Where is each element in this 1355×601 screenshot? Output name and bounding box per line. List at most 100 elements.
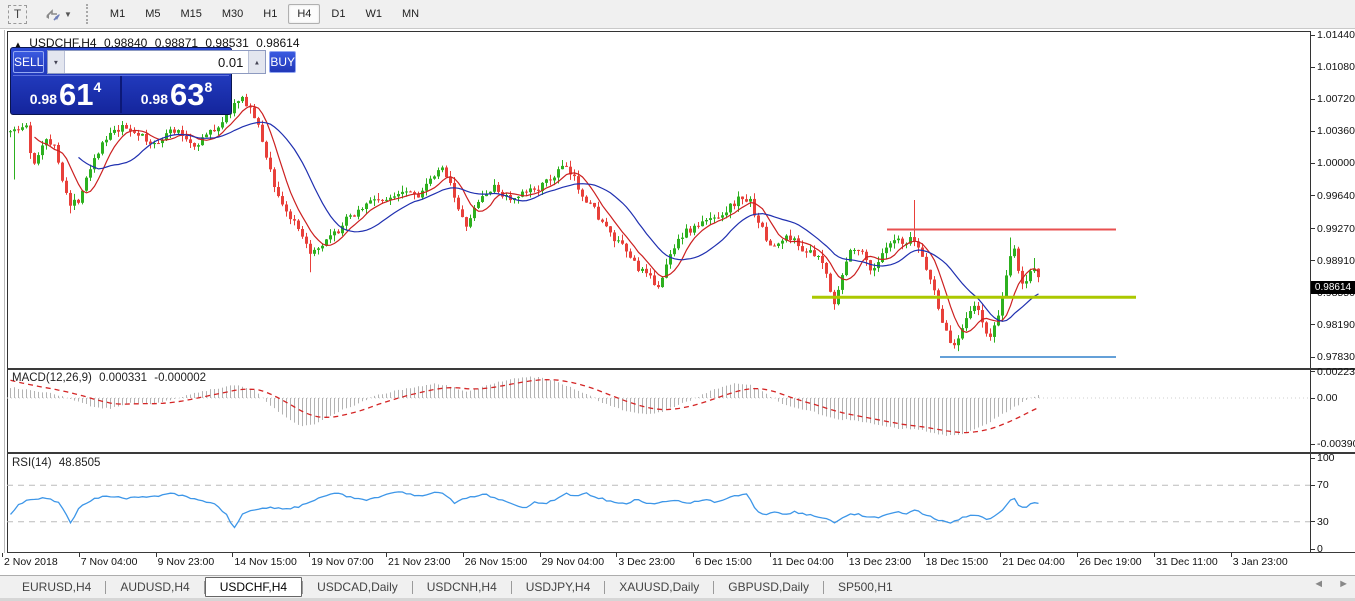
price-axis-tick (1310, 324, 1315, 326)
rsi-label: RSI(14) 48.8505 (12, 457, 104, 469)
price-axis-label: 0.99270 (1317, 222, 1355, 235)
price-axis-label: 0.97830 (1317, 351, 1355, 364)
time-axis-label: 3 Dec 23:00 (618, 556, 676, 568)
time-axis-label: 3 Jan 23:00 (1232, 556, 1288, 568)
timeframe-button-d1[interactable]: D1 (331, 8, 346, 20)
price-axis-tick (1310, 98, 1315, 100)
chart-tab-gbpusd[interactable]: GBPUSD,Daily (728, 580, 809, 594)
rsi-panel-canvas[interactable] (7, 455, 1310, 552)
price-axis-tick (1310, 195, 1315, 197)
chart-tab-eurusd[interactable]: EURUSD,H4 (22, 580, 92, 594)
symbol-timeframe-label: USDCHF,H4 (29, 36, 97, 50)
collapse-arrow-icon[interactable]: ▲ (14, 40, 22, 49)
rsi-axis-tick (1310, 457, 1315, 459)
time-axis-label: 7 Nov 04:00 (80, 556, 138, 568)
text-tool-icon: T (13, 7, 22, 21)
time-axis-label: 2 Nov 2018 (4, 556, 58, 568)
volume-decrease-button[interactable]: ▼ (48, 51, 66, 73)
chart-tab-xauusd[interactable]: XAUUSD,Daily (619, 580, 700, 594)
time-axis-label: 29 Nov 04:00 (541, 556, 605, 568)
tab-separator (510, 580, 512, 594)
rsi-axis-tick (1310, 484, 1315, 486)
time-axis-tick (386, 553, 387, 557)
sell-button[interactable]: SELL (13, 51, 45, 73)
timeframe-button-w1[interactable]: W1 (365, 8, 382, 20)
chart-tab-usdjpy[interactable]: USDJPY,H4 (525, 580, 591, 594)
price-axis-label: 1.01440 (1317, 29, 1355, 41)
time-axis-tick (616, 553, 618, 557)
time-axis-tick (1154, 553, 1155, 557)
chart-tab-usdchf[interactable]: USDCHF,H4 (204, 577, 303, 597)
price-axis-label: 0.98910 (1317, 254, 1355, 267)
timeframe-button-h1[interactable]: H1 (263, 8, 278, 20)
timeframe-button-m30[interactable]: M30 (221, 8, 244, 20)
price-axis-tick (1310, 66, 1315, 68)
chart-tab-usdcnh[interactable]: USDCNH,H4 (426, 580, 497, 594)
candlestick-series (9, 93, 1040, 352)
volume-up-icon: ▲ (254, 58, 261, 66)
trade-panel-separator (13, 75, 229, 76)
macd-label: MACD(12,26,9) 0.000331 -0.000002 (12, 372, 210, 384)
top-toolbar: T ▼ M1 M5 M15 M30 H1 H4 D1 W1 MN (0, 0, 1355, 29)
time-axis-tick (923, 553, 925, 557)
time-axis-label: 18 Dec 15:00 (925, 556, 989, 568)
price-axis-line (1310, 31, 1311, 553)
chart-tab-sp500[interactable]: SP500,H1 (837, 580, 893, 594)
ma-slow-line (78, 121, 1039, 322)
buy-button[interactable]: BUY (269, 51, 297, 73)
macd-signal-line (10, 379, 1039, 434)
timeframe-button-m1[interactable]: M1 (109, 8, 126, 20)
time-axis-tick (462, 553, 464, 557)
timeframe-button-mn[interactable]: MN (401, 8, 420, 20)
volume-spinner: ▼ ▲ (47, 50, 267, 74)
chart-symbol-header: ▲ USDCHF,H4 0.98840 0.98871 0.98531 0.98… (14, 36, 304, 50)
chart-tab-usdcad[interactable]: USDCAD,Daily (317, 580, 398, 594)
tabs-scroll-right-button[interactable]: ► (1338, 578, 1349, 590)
chart-tab-audusd[interactable]: AUDUSD,H4 (120, 580, 190, 594)
ohlc-close: 0.98614 (256, 36, 300, 50)
text-tool-button[interactable]: T (8, 4, 27, 24)
main-chart-canvas[interactable] (7, 31, 1310, 368)
rsi-axis-label: 70 (1317, 479, 1329, 492)
panel-divider-main-macd[interactable] (7, 368, 1355, 370)
time-axis-label: 6 Dec 15:00 (695, 556, 752, 568)
volume-increase-button[interactable]: ▲ (248, 51, 266, 73)
macd-axis-tick (1310, 397, 1315, 399)
toolbar-drag-handle[interactable] (85, 4, 92, 24)
volume-input[interactable] (65, 51, 249, 73)
time-axis-label: 11 Dec 04:00 (772, 556, 834, 568)
panel-divider-rsi-timeaxis (7, 552, 1355, 553)
ma-fast-line (34, 105, 1039, 333)
chart-tab-bar: EURUSD,H4 AUDUSD,H4 USDCHF,H4 USDCAD,Daily U… (0, 575, 1355, 598)
buy-price[interactable]: 0.98 63 8 (120, 76, 231, 113)
price-axis-label: 0.98190 (1317, 318, 1355, 331)
one-click-trading-panel: SELL ▼ ▲ BUY 0.98 61 4 0 (10, 47, 297, 115)
price-axis-tick (1310, 34, 1315, 36)
tab-separator (822, 580, 824, 594)
rsi-value: 48.8505 (58, 457, 101, 469)
price-axis-label: 0.99640 (1317, 189, 1355, 202)
price-axis-tick (1310, 356, 1315, 358)
sell-price[interactable]: 0.98 61 4 (11, 76, 120, 113)
timeframe-button-m15[interactable]: M15 (180, 8, 202, 20)
macd-value: 0.000331 (99, 372, 148, 384)
sell-price-prefix: 0.98 (29, 90, 57, 107)
pointer-tool-icon (46, 9, 60, 21)
timeframe-button-m5[interactable]: M5 (145, 8, 161, 20)
buy-price-pips: 63 (169, 77, 205, 112)
macd-panel-canvas[interactable] (7, 370, 1310, 452)
time-axis-tick (2, 553, 3, 557)
pointer-tool-button[interactable]: ▼ (41, 5, 76, 23)
buy-price-point: 8 (204, 79, 213, 95)
tabs-scroll-left-button[interactable]: ◄ (1313, 578, 1325, 590)
price-axis-label: 1.00360 (1317, 125, 1355, 138)
timeframe-button-h4[interactable]: H4 (288, 4, 321, 24)
rsi-axis-tick (1310, 521, 1315, 523)
panel-divider-macd-rsi[interactable] (7, 452, 1355, 454)
timeframe-group: M1 M5 M15 M30 H1 H4 D1 W1 MN (100, 4, 429, 24)
macd-axis-label: 0.002239 (1317, 365, 1355, 378)
dropdown-caret-icon[interactable]: ▼ (64, 9, 72, 19)
window-left-edge (4, 30, 5, 575)
price-axis-tick (1310, 260, 1315, 262)
